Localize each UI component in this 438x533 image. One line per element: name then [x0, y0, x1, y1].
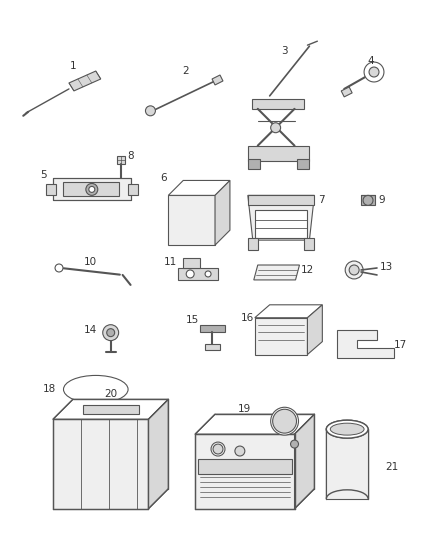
Text: 2: 2: [182, 66, 188, 76]
Polygon shape: [178, 268, 218, 280]
Polygon shape: [304, 238, 314, 250]
Polygon shape: [255, 211, 307, 238]
Polygon shape: [168, 196, 215, 245]
Circle shape: [89, 187, 95, 192]
Polygon shape: [294, 414, 314, 508]
Polygon shape: [117, 156, 124, 164]
Text: 20: 20: [104, 389, 117, 399]
Polygon shape: [183, 258, 200, 268]
Text: 19: 19: [238, 404, 251, 414]
Polygon shape: [255, 305, 322, 318]
Polygon shape: [198, 459, 292, 474]
Circle shape: [55, 264, 63, 272]
Polygon shape: [307, 305, 322, 354]
Polygon shape: [252, 99, 304, 109]
Text: 6: 6: [160, 173, 167, 183]
Text: 4: 4: [368, 56, 374, 66]
Polygon shape: [200, 325, 225, 332]
Circle shape: [145, 106, 155, 116]
Polygon shape: [83, 405, 138, 414]
Text: 11: 11: [164, 257, 177, 267]
Polygon shape: [337, 330, 394, 358]
Circle shape: [290, 440, 298, 448]
Text: 5: 5: [40, 171, 46, 181]
Text: 17: 17: [394, 340, 407, 350]
Text: 7: 7: [318, 196, 325, 205]
Circle shape: [107, 329, 115, 337]
Text: 21: 21: [385, 462, 399, 472]
Text: 13: 13: [380, 262, 394, 272]
Text: 3: 3: [281, 46, 288, 56]
Text: 9: 9: [378, 196, 385, 205]
Polygon shape: [248, 196, 314, 240]
Text: 10: 10: [84, 257, 97, 267]
Circle shape: [103, 325, 119, 341]
Polygon shape: [46, 184, 56, 196]
Polygon shape: [212, 75, 223, 85]
Polygon shape: [255, 318, 307, 354]
Polygon shape: [361, 196, 375, 205]
Polygon shape: [127, 184, 138, 196]
Text: 15: 15: [186, 314, 199, 325]
Polygon shape: [326, 429, 368, 499]
Text: 18: 18: [42, 384, 56, 394]
Circle shape: [271, 123, 281, 133]
Circle shape: [235, 446, 245, 456]
Polygon shape: [195, 434, 294, 508]
Polygon shape: [148, 399, 168, 508]
Polygon shape: [248, 146, 309, 160]
Circle shape: [205, 271, 211, 277]
Polygon shape: [53, 419, 148, 508]
Polygon shape: [215, 181, 230, 245]
Circle shape: [345, 261, 363, 279]
Polygon shape: [248, 196, 314, 205]
Text: 16: 16: [241, 313, 254, 323]
Polygon shape: [63, 182, 119, 196]
Polygon shape: [297, 158, 309, 168]
Polygon shape: [248, 238, 258, 250]
Polygon shape: [53, 179, 131, 200]
Ellipse shape: [330, 423, 364, 435]
Circle shape: [369, 67, 379, 77]
Circle shape: [273, 409, 297, 433]
Polygon shape: [53, 399, 168, 419]
Polygon shape: [69, 71, 101, 91]
Circle shape: [271, 407, 298, 435]
Circle shape: [364, 62, 384, 82]
Polygon shape: [341, 87, 352, 97]
Circle shape: [86, 183, 98, 196]
Text: 14: 14: [84, 325, 97, 335]
Ellipse shape: [326, 420, 368, 438]
Circle shape: [211, 442, 225, 456]
Circle shape: [349, 265, 359, 275]
Text: 12: 12: [301, 265, 314, 275]
Polygon shape: [254, 265, 300, 280]
Text: 1: 1: [70, 61, 76, 71]
Circle shape: [213, 444, 223, 454]
Ellipse shape: [64, 375, 128, 403]
Circle shape: [186, 270, 194, 278]
Polygon shape: [168, 181, 230, 196]
Text: 8: 8: [127, 151, 134, 160]
Polygon shape: [205, 344, 220, 350]
Ellipse shape: [326, 420, 368, 438]
Polygon shape: [195, 414, 314, 434]
Polygon shape: [248, 158, 260, 168]
Circle shape: [363, 196, 373, 205]
